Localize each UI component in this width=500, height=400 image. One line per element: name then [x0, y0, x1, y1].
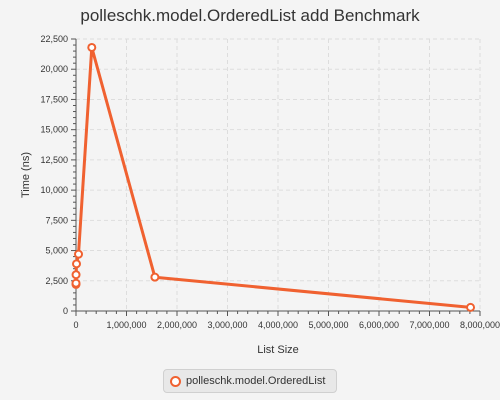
x-tick-label: 0 — [73, 320, 78, 330]
data-point — [150, 272, 160, 282]
x-tick-label: 2,000,000 — [157, 320, 197, 330]
y-tick-label: 7,500 — [45, 215, 68, 225]
x-axis-label: List Size — [257, 344, 299, 356]
x-tick-label: 5,000,000 — [308, 320, 348, 330]
x-tick-label: 6,000,000 — [359, 320, 399, 330]
data-point — [71, 278, 81, 288]
x-tick-label: 1,000,000 — [106, 320, 146, 330]
series-layer — [71, 42, 476, 312]
line-chart: 0 2,500 5,000 7,500 10,000 12,500 15,000 17,500… — [20, 34, 500, 356]
y-tick-label: 17,500 — [40, 94, 68, 104]
series-line — [74, 46, 471, 309]
data-point — [72, 259, 82, 269]
x-tick-label: 7,000,000 — [409, 320, 449, 330]
chart-title: polleschk.model.OrderedList add Benchmar… — [80, 6, 420, 25]
x-tick-label: 3,000,000 — [207, 320, 247, 330]
legend-circle-icon — [170, 375, 181, 387]
y-tick-label: 2,500 — [45, 276, 68, 286]
data-point — [466, 302, 476, 312]
grid-lines — [76, 38, 481, 311]
y-tick-label: 20,000 — [40, 64, 68, 74]
tick-labels: 0 2,500 5,000 7,500 10,000 12,500 15,000 17,500… — [40, 34, 500, 330]
y-tick-label: 12,500 — [40, 155, 68, 165]
y-axis-label: Time (ns) — [20, 152, 32, 198]
y-tick-label: 0 — [63, 306, 68, 316]
y-tick-label: 10,000 — [40, 185, 68, 195]
legend: polleschk.model.OrderedList — [163, 369, 337, 393]
x-tick-label: 4,000,000 — [258, 320, 298, 330]
y-tick-label: 5,000 — [45, 246, 68, 256]
legend-label: polleschk.model.OrderedList — [186, 375, 326, 387]
data-point — [71, 270, 81, 280]
y-tick-label: 22,500 — [40, 34, 68, 44]
x-tick-label: 8,000,000 — [460, 320, 500, 330]
data-point — [87, 42, 97, 52]
y-tick-label: 15,000 — [40, 125, 68, 135]
data-point — [74, 249, 84, 259]
